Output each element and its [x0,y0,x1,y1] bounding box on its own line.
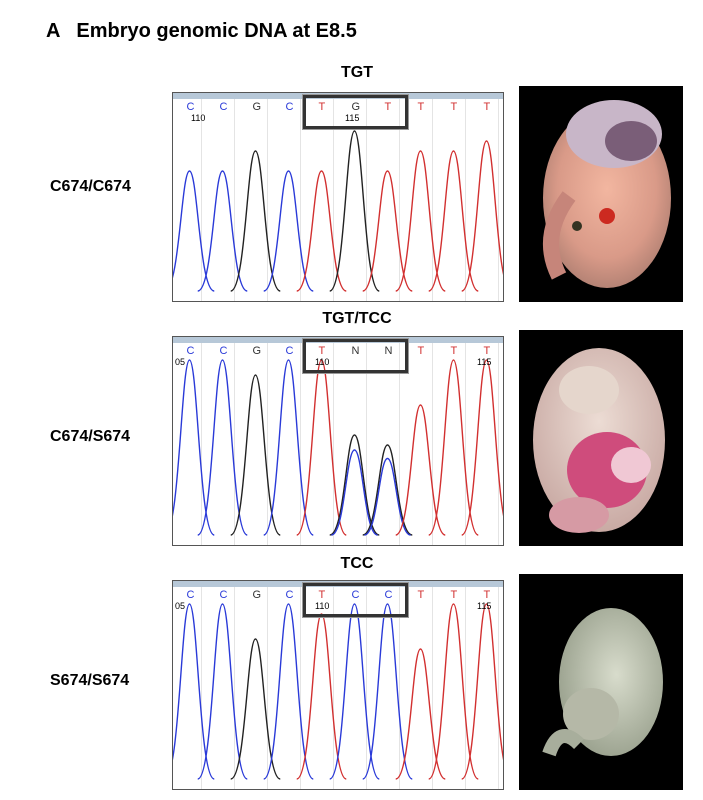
base-call: T [417,101,425,113]
trace-peak [263,359,314,536]
base-call: T [318,101,326,113]
embryo-image-2 [519,330,683,546]
trace-peak [461,140,503,292]
base-call: C [351,589,360,601]
base-call: T [384,101,392,113]
base-call: C [219,345,228,357]
base-call: T [450,101,458,113]
trace-peak [173,170,215,292]
trace-peak [263,603,314,780]
trace-peak [296,359,347,536]
base-call: N [351,345,360,357]
trace-peak [329,603,380,780]
position-label: 110 [315,601,330,611]
trace-peak [428,150,479,292]
trace-peak [173,359,215,536]
position-label: 115 [345,113,360,123]
trace-peak [263,170,314,292]
codon-highlight-box [302,338,409,374]
genotype-label-1: C674/C674 [50,178,131,195]
panel-title: A Embryo genomic DNA at E8.5 [46,20,357,43]
trace-peak [197,170,248,292]
trace-peak [230,374,281,536]
embryo-image-1 [519,86,683,302]
chromatogram-3: C C G C T C C T T T 05 110 115 [172,580,504,790]
base-call: C [186,101,195,113]
position-label: 05 [175,601,186,611]
base-call: T [483,589,491,601]
position-label: 110 [315,357,330,367]
base-call: G [252,101,262,113]
base-call: N [384,345,393,357]
panel-heading: Embryo genomic DNA at E8.5 [76,20,357,42]
embryo-image-3 [519,574,683,790]
trace-peak [395,150,446,292]
genotype-label-2: C674/S674 [50,428,131,445]
genotype-label-3: S674/S674 [50,672,130,689]
trace-peak [395,648,446,780]
base-call: C [285,589,294,601]
base-call: C [285,101,294,113]
trace-peak [230,150,281,292]
base-call: T [318,589,326,601]
trace-peak [197,359,248,536]
trace-peak [362,603,413,780]
base-call: T [483,101,491,113]
base-call: T [417,589,425,601]
trace-peak [230,638,281,780]
chromatogram-2: C C G C T N N T T T 05 110 115 [172,336,504,546]
base-call: T [417,345,425,357]
base-call: C [219,101,228,113]
position-label: 115 [477,357,492,367]
position-label: 110 [191,113,206,123]
trace-peak [329,130,380,292]
base-call: G [351,101,361,113]
trace-peak [296,170,347,292]
trace-peak [428,603,479,780]
trace-peak-secondary [364,457,411,536]
base-call: G [252,345,262,357]
trace-peak [173,603,215,780]
codon-highlight-box [302,94,409,130]
trace-peak [362,444,413,536]
base-call: C [285,345,294,357]
trace-peak [461,359,503,536]
base-call: C [186,345,195,357]
codon-highlight-box [302,582,409,618]
base-call: C [219,589,228,601]
trace-peak [428,359,479,536]
base-call: C [186,589,195,601]
trace-peak [461,603,503,780]
base-call: T [450,345,458,357]
base-call: G [252,589,262,601]
panel-letter: A [46,20,60,42]
base-call: C [384,589,393,601]
base-call: T [318,345,326,357]
trace-peak [362,170,413,292]
codon-label-2: TGT/TCC [322,310,392,327]
position-label: 05 [175,357,186,367]
codon-label-3: TCC [340,555,374,572]
codon-label-1: TGT [341,64,373,81]
trace-peak-secondary [331,449,378,536]
base-call: T [450,589,458,601]
trace-peak [197,603,248,780]
position-label: 115 [477,601,492,611]
chromatogram-1: C C G C T G T T T T 110 115 [172,92,504,302]
trace-peak [395,404,446,536]
trace-peak [329,434,380,536]
base-call: T [483,345,491,357]
